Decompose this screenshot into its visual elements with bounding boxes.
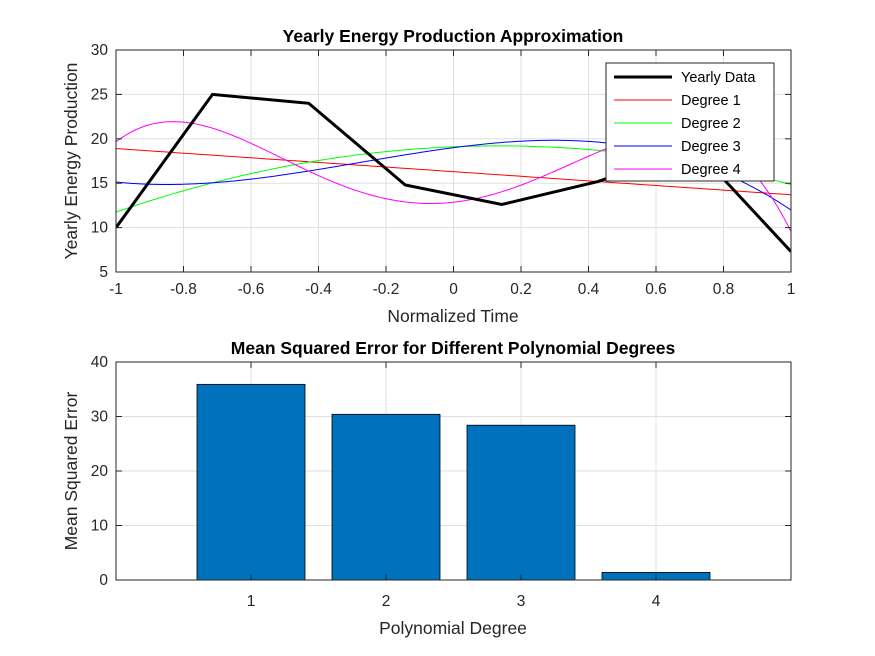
bar-degree-3 xyxy=(466,424,576,581)
legend-box xyxy=(605,62,775,182)
bar-degree-1 xyxy=(196,383,306,581)
line-chart-x-axis-label: Normalized Time xyxy=(387,306,518,326)
legend-label-yearly-data: Yearly Data xyxy=(681,70,756,86)
bar-chart-title: Mean Squared Error for Different Polynom… xyxy=(231,338,676,358)
legend-entry-degree-3: Degree 3 xyxy=(614,139,741,155)
bar-chart-x-axis-label: Polynomial Degree xyxy=(379,618,527,638)
bar-chart-y-tick-label: 20 xyxy=(91,463,109,480)
bar-chart-y-axis-label: Mean Squared Error xyxy=(61,392,81,551)
line-chart: -1 -0.8 -0.6 -0.4 -0.2 0 0.2 0.4 0.6 0.8 151015202… xyxy=(61,26,795,326)
bar-chart-y-tick-label: 10 xyxy=(91,518,109,535)
series-line-degree-1 xyxy=(116,148,791,196)
line-chart-x-tick-label: 0 xyxy=(449,281,458,298)
bar-chart-x-tick-label: 4 xyxy=(652,593,661,610)
legend: Yearly Data Degree 1 Degree 2 Degree 3 D… xyxy=(605,62,775,182)
line-chart-x-tick-label: 0.6 xyxy=(645,281,667,298)
line-chart-x-tick-label: 0.2 xyxy=(510,281,532,298)
bar-degree-2 xyxy=(331,413,441,581)
bar-chart-ticks: 0 10 20 30 40 1 2 3 4 xyxy=(91,354,791,610)
legend-entry-degree-1: Degree 1 xyxy=(614,93,741,109)
line-chart-y-tick-label: 10 xyxy=(91,220,109,237)
bar-chart-x-tick-label: 1 xyxy=(247,593,256,610)
line-chart-x-tick-label: -0.2 xyxy=(373,281,400,298)
line-chart-x-tick-label: -0.8 xyxy=(170,281,197,298)
line-chart-title: Yearly Energy Production Approximation xyxy=(283,26,624,46)
line-chart-x-tick-label: -0.6 xyxy=(238,281,265,298)
bar-chart-bars xyxy=(196,383,711,581)
bar-chart-x-tick-label: 2 xyxy=(382,593,391,610)
bar-chart: 0 10 20 30 40 1 2 3 4 Mean Squared Error for Dif… xyxy=(61,338,792,638)
legend-label-degree-4: Degree 4 xyxy=(681,162,741,178)
line-chart-y-tick-label: 5 xyxy=(99,264,108,281)
line-chart-x-tick-label: -0.4 xyxy=(305,281,332,298)
line-chart-x-tick-label: -1 xyxy=(109,281,123,298)
line-chart-y-tick-label: 30 xyxy=(91,42,109,59)
line-chart-x-tick-label: 0.4 xyxy=(578,281,600,298)
legend-entry-yearly-data: Yearly Data xyxy=(614,70,756,86)
line-chart-x-tick-label: 0.8 xyxy=(713,281,735,298)
bar-chart-x-tick-label: 3 xyxy=(517,593,526,610)
legend-entry-degree-4: Degree 4 xyxy=(614,162,741,178)
bar-chart-y-tick-label: 0 xyxy=(99,572,108,589)
bar-chart-y-tick-label: 40 xyxy=(91,354,109,371)
line-chart-y-tick-label: 20 xyxy=(91,131,109,148)
legend-entry-degree-2: Degree 2 xyxy=(614,116,741,132)
legend-label-degree-2: Degree 2 xyxy=(681,116,741,132)
legend-label-degree-3: Degree 3 xyxy=(681,139,741,155)
line-chart-y-tick-label: 25 xyxy=(91,86,108,103)
line-chart-y-axis-label: Yearly Energy Production xyxy=(61,63,81,260)
bar-chart-y-tick-label: 30 xyxy=(91,409,109,426)
legend-label-degree-1: Degree 1 xyxy=(681,93,741,109)
line-chart-x-tick-label: 1 xyxy=(787,281,796,298)
line-chart-y-tick-label: 15 xyxy=(91,175,108,192)
line-chart-ticks: -1 -0.8 -0.6 -0.4 -0.2 0 0.2 0.4 0.6 0.8 151015202… xyxy=(91,42,796,298)
